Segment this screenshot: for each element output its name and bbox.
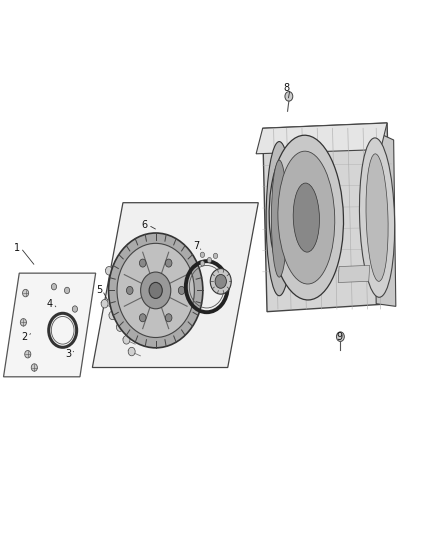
Circle shape <box>139 314 146 322</box>
Circle shape <box>127 286 133 294</box>
Circle shape <box>51 284 57 290</box>
Text: 3: 3 <box>65 349 71 359</box>
Circle shape <box>166 259 172 267</box>
Polygon shape <box>92 203 258 368</box>
Circle shape <box>285 92 293 101</box>
Text: 8: 8 <box>284 83 290 93</box>
Text: 1: 1 <box>14 243 20 253</box>
Circle shape <box>72 306 78 312</box>
Text: 5: 5 <box>96 286 102 295</box>
Text: 7: 7 <box>193 241 199 251</box>
Circle shape <box>113 278 120 287</box>
Polygon shape <box>256 123 387 154</box>
Circle shape <box>117 244 194 337</box>
Ellipse shape <box>360 138 395 297</box>
Ellipse shape <box>266 142 292 296</box>
Polygon shape <box>4 273 95 377</box>
Polygon shape <box>263 123 392 312</box>
Circle shape <box>109 233 203 348</box>
Circle shape <box>207 257 212 263</box>
Circle shape <box>123 336 130 344</box>
Circle shape <box>25 351 31 358</box>
Circle shape <box>213 253 218 259</box>
Ellipse shape <box>269 135 343 300</box>
Circle shape <box>20 319 26 326</box>
Circle shape <box>149 282 162 298</box>
Text: 2: 2 <box>21 332 28 342</box>
Circle shape <box>215 274 226 288</box>
Polygon shape <box>338 265 370 282</box>
Circle shape <box>64 287 70 294</box>
Circle shape <box>109 311 116 320</box>
Ellipse shape <box>366 154 388 281</box>
Circle shape <box>141 272 171 309</box>
Polygon shape <box>374 131 396 306</box>
Circle shape <box>166 314 172 322</box>
Circle shape <box>128 302 135 310</box>
Ellipse shape <box>293 183 319 252</box>
Circle shape <box>101 300 108 308</box>
Circle shape <box>200 261 205 266</box>
Text: 9: 9 <box>336 332 342 342</box>
Circle shape <box>336 332 344 342</box>
Ellipse shape <box>272 160 287 277</box>
Circle shape <box>106 266 113 275</box>
Text: 4: 4 <box>47 298 53 309</box>
Circle shape <box>117 323 124 332</box>
Circle shape <box>134 314 141 323</box>
Circle shape <box>128 348 135 356</box>
Circle shape <box>22 289 28 297</box>
Circle shape <box>121 290 128 298</box>
Text: 6: 6 <box>142 220 148 230</box>
Circle shape <box>139 259 146 267</box>
Circle shape <box>178 286 185 294</box>
Circle shape <box>210 269 231 294</box>
Circle shape <box>31 364 37 371</box>
Ellipse shape <box>278 151 335 284</box>
Circle shape <box>200 252 205 257</box>
